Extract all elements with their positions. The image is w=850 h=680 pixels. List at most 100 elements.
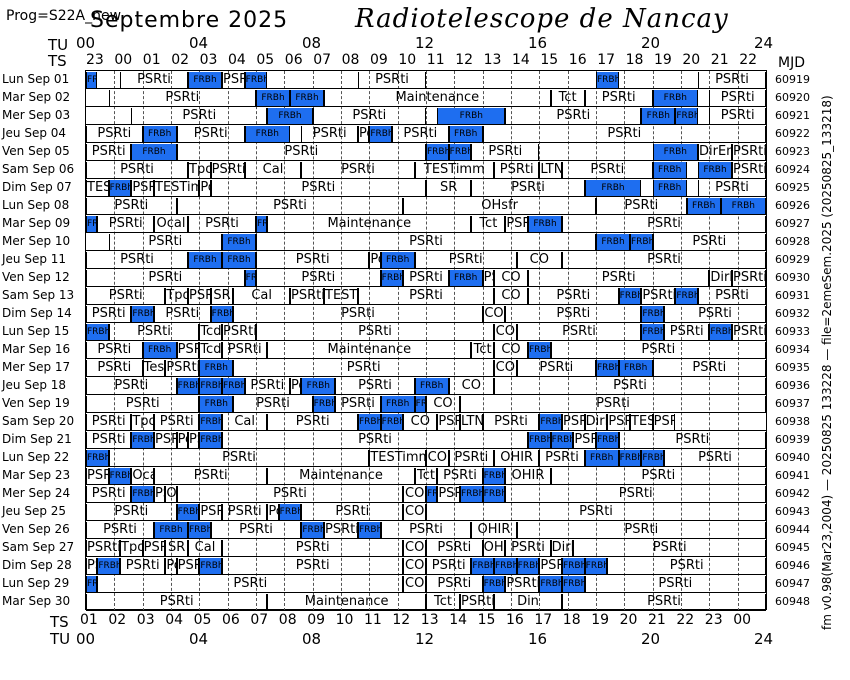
observation-block[interactable]: DirEnc [584, 414, 608, 430]
frb-block[interactable]: FRBh [222, 252, 256, 268]
observation-block[interactable]: SR [426, 180, 472, 196]
observation-block[interactable]: PSRti [426, 558, 472, 574]
observation-block[interactable]: PSRti [448, 450, 494, 466]
observation-block[interactable]: PSRti [528, 270, 710, 286]
frb-block[interactable]: FRBh [550, 432, 574, 448]
frb-block[interactable]: FRBh [142, 342, 177, 358]
observation-block[interactable]: Din [494, 594, 562, 610]
frb-block[interactable]: FRBh [720, 198, 766, 214]
frb-block[interactable]: FRBh [142, 126, 177, 142]
frb-block[interactable]: FRBh [222, 378, 245, 394]
observation-block[interactable]: DirEnc [550, 540, 574, 556]
frb-block[interactable]: FRBh [380, 252, 415, 268]
observation-block[interactable]: PSRti [86, 594, 268, 610]
observation-block[interactable]: PSRti [301, 126, 358, 142]
observation-block[interactable]: PSRti [108, 324, 200, 340]
frb-block[interactable]: FRBh [188, 522, 211, 538]
observation-block[interactable]: Po [267, 504, 279, 520]
observation-block[interactable]: Ocal [131, 468, 154, 484]
observation-block[interactable]: Po [290, 378, 302, 394]
observation-block[interactable]: DirEnc [698, 144, 732, 160]
observation-block[interactable]: PSRti [584, 576, 766, 592]
frb-block[interactable]: FRBh [244, 72, 268, 88]
observation-block[interactable]: PSRti [256, 270, 381, 286]
frb-block[interactable]: FRBh [131, 432, 154, 448]
observation-block[interactable]: OHIR [505, 468, 551, 484]
observation-block[interactable]: PSRti [505, 486, 766, 502]
frb-block[interactable]: FRBh [641, 324, 664, 340]
observation-block[interactable]: Ocal [154, 216, 188, 232]
observation-block[interactable]: PSRti [664, 306, 766, 322]
observation-block[interactable]: PSRti [494, 162, 540, 178]
observation-block[interactable]: CO [403, 414, 438, 430]
observation-block[interactable]: PSRti [222, 72, 245, 88]
observation-block[interactable]: Tct [426, 594, 460, 610]
frb-block[interactable]: FRBh [596, 72, 619, 88]
frb-block[interactable]: FRBh [528, 432, 551, 448]
observation-block[interactable]: PSRti [562, 162, 653, 178]
observation-block[interactable]: PSRti [86, 306, 132, 322]
observation-block[interactable]: PSRti [256, 252, 370, 268]
observation-block[interactable]: CO [494, 360, 517, 376]
frb-block[interactable]: FRBh [528, 342, 551, 358]
observation-block[interactable]: PSRti [460, 396, 766, 412]
observation-block[interactable]: PSRti [233, 306, 483, 322]
observation-block[interactable]: Cal [188, 540, 222, 556]
observation-block[interactable]: CO [403, 486, 426, 502]
frb-block[interactable]: FRBh [380, 270, 404, 286]
frb-block[interactable]: FRBh [539, 576, 562, 592]
observation-block[interactable]: PSRti [176, 558, 200, 574]
observation-block[interactable]: Maintenance [324, 90, 551, 106]
frb-block[interactable]: FRBh [618, 288, 642, 304]
observation-block[interactable]: OHIR [494, 450, 540, 466]
frb-block[interactable]: FRBh [482, 576, 506, 592]
observation-block[interactable]: TestOH [142, 360, 166, 376]
frb-block[interactable]: FRBh [618, 450, 642, 466]
observation-block[interactable]: TESTimm [324, 288, 358, 304]
observation-block[interactable]: PSRti [120, 558, 166, 574]
frb-block[interactable]: FRBh [358, 522, 381, 538]
observation-block[interactable]: PSRti [562, 252, 766, 268]
frb-block[interactable]: FRBh [256, 216, 268, 232]
observation-block[interactable]: PSRti [528, 288, 619, 304]
observation-block[interactable]: PSRti [505, 216, 528, 232]
observation-block[interactable]: SR [210, 288, 234, 304]
observation-block[interactable]: Po [199, 180, 211, 196]
frb-block[interactable]: FRBh [562, 576, 585, 592]
observation-block[interactable]: LTNK [460, 414, 483, 430]
observation-block[interactable]: PSRti [505, 306, 642, 322]
observation-block[interactable]: PSRti [108, 234, 222, 250]
observation-block[interactable]: PSRti [709, 108, 766, 124]
frb-block[interactable]: FRBh [108, 180, 132, 196]
observation-block[interactable]: PSRti [562, 414, 585, 430]
observation-block[interactable]: OHIR [482, 540, 506, 556]
observation-block[interactable]: PSRti [494, 378, 766, 394]
observation-block[interactable]: PSRti [256, 234, 596, 250]
observation-block[interactable]: CO [403, 576, 426, 592]
observation-block[interactable]: Tpo [165, 288, 188, 304]
observation-block[interactable]: Tct [550, 90, 585, 106]
observation-block[interactable]: LTNK [539, 162, 562, 178]
frb-block[interactable]: FRBh [652, 90, 698, 106]
observation-block[interactable]: Maintenance [267, 468, 415, 484]
observation-block[interactable]: PSRti [505, 576, 540, 592]
observation-block[interactable]: PSRti [324, 522, 358, 538]
frb-block[interactable]: FRBh [290, 90, 324, 106]
observation-block[interactable]: PSRti [165, 360, 200, 376]
observation-block[interactable]: PSRti [97, 216, 154, 232]
observation-block[interactable]: PSRti [698, 180, 766, 196]
observation-block[interactable]: Tcd [199, 324, 222, 340]
observation-block[interactable]: PSRti [233, 360, 494, 376]
frb-block[interactable]: FRBh [312, 396, 336, 412]
observation-block[interactable]: PSRti [460, 594, 494, 610]
observation-block[interactable]: Tct [414, 468, 438, 484]
frb-block[interactable]: FRBh [494, 558, 517, 574]
observation-block[interactable]: PSRti [244, 378, 290, 394]
frb-block[interactable]: FRBh [86, 72, 98, 88]
frb-block[interactable]: FRBh [414, 396, 426, 412]
frb-block[interactable]: FRBh [584, 450, 619, 466]
frb-block[interactable]: FRBh [267, 108, 313, 124]
observation-block[interactable]: PSRti [176, 198, 404, 214]
observation-block[interactable]: PSRti [584, 90, 653, 106]
observation-block[interactable]: PSRti [256, 324, 494, 340]
